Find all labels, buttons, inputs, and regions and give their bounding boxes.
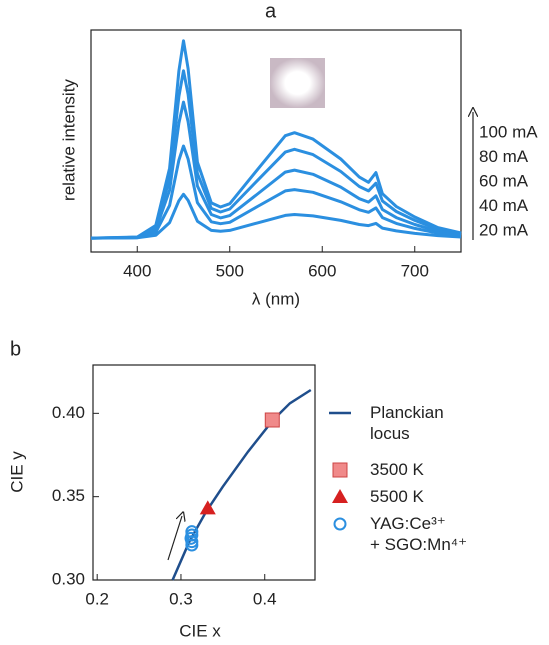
legend-swatch <box>332 489 348 503</box>
legend-label: Planckian locus <box>370 403 444 443</box>
legend-swatch <box>333 517 347 531</box>
legend-label: 60 mA <box>479 171 529 190</box>
legend-label: 80 mA <box>479 147 529 166</box>
y-tick-label: 0.30 <box>52 569 85 588</box>
shift-arrow <box>167 516 182 561</box>
legend-label: 20 mA <box>479 220 529 239</box>
x-tick-label: 500 <box>216 261 244 280</box>
x-tick-label: 0.2 <box>85 589 109 608</box>
x-tick-label: 600 <box>308 261 336 280</box>
x-tick-label: 700 <box>401 261 429 280</box>
legend-label: YAG:Ce³⁺ + SGO:Mn⁴⁺ <box>370 514 468 554</box>
locus-line <box>171 388 312 581</box>
y-axis-label: CIE y <box>7 451 26 493</box>
data-point <box>199 500 216 515</box>
spectrum-line <box>90 100 462 240</box>
spectrum-line <box>90 69 462 240</box>
legend-label: 40 mA <box>479 196 529 215</box>
led-photo <box>270 58 325 108</box>
legend-swatch <box>332 462 348 478</box>
y-tick-label: 0.40 <box>52 403 85 422</box>
data-point <box>185 525 199 539</box>
y-axis-label: relative intensity <box>59 79 78 201</box>
spectrum-line <box>90 39 462 240</box>
panel-label: b <box>10 338 21 360</box>
legend-label: 100 mA <box>479 122 538 141</box>
legend-label: 5500 K <box>370 487 424 506</box>
x-tick-label: 0.3 <box>169 589 193 608</box>
x-axis-label: λ (nm) <box>252 289 300 308</box>
x-axis-label: CIE x <box>179 621 221 640</box>
panel-label: a <box>265 0 277 22</box>
y-tick-label: 0.35 <box>52 486 85 505</box>
plot-frame <box>90 29 462 253</box>
data-point <box>264 412 280 428</box>
plot-frame <box>92 364 316 581</box>
spectrum-line <box>90 192 462 240</box>
legend-label: 3500 K <box>370 460 424 479</box>
spectrum-line <box>90 144 462 240</box>
x-tick-label: 400 <box>123 261 151 280</box>
x-tick-label: 0.4 <box>253 589 277 608</box>
